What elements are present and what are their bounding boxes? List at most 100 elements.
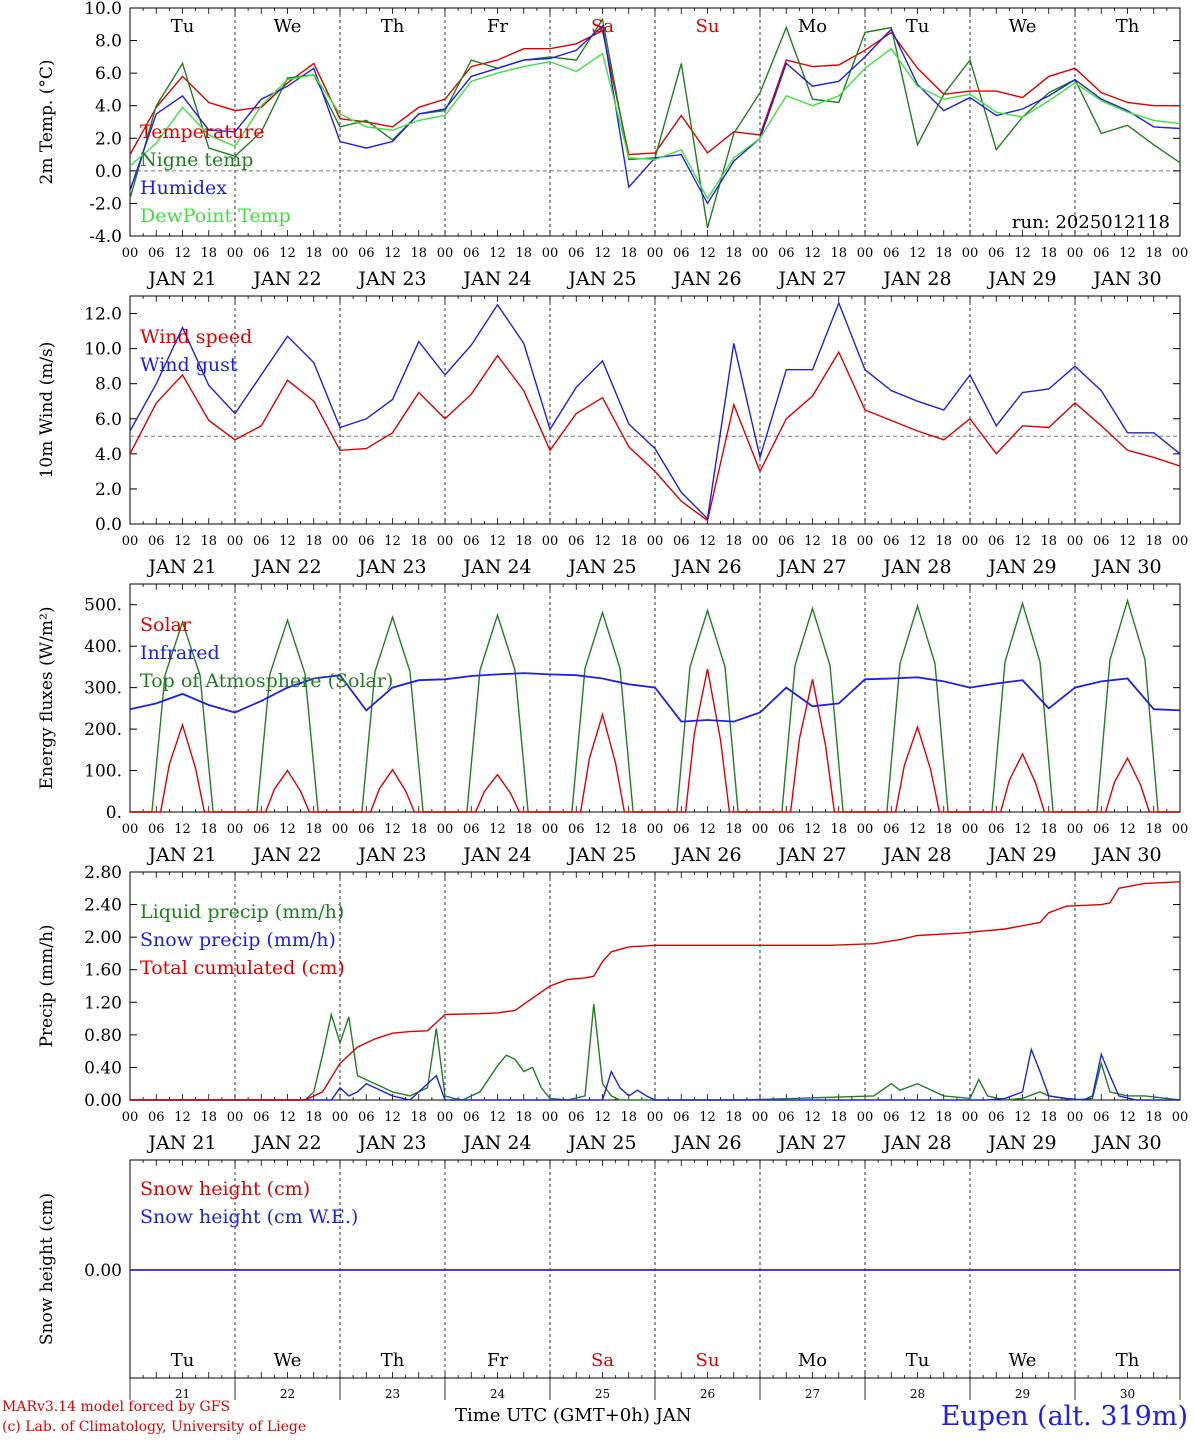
x-hour-label: 18 xyxy=(935,1110,952,1125)
x-hour-label: 18 xyxy=(620,534,637,549)
x-hour-label: 18 xyxy=(725,246,742,261)
x-date-label: JAN 27 xyxy=(776,844,846,866)
x-hour-label: 06 xyxy=(673,1110,690,1125)
x-hour-label: 18 xyxy=(620,246,637,261)
day-of-week-label: We xyxy=(274,16,302,37)
y-tick-label: 300. xyxy=(84,679,122,699)
x-date-label: JAN 30 xyxy=(1091,1132,1161,1154)
x-hour-label: 06 xyxy=(148,534,165,549)
series-line-1 xyxy=(130,668,1180,813)
x-hour-label: 00 xyxy=(542,822,559,837)
y-axis-label: 2m Temp. (°C) xyxy=(37,59,57,184)
x-hour-label: 00 xyxy=(647,534,664,549)
x-hour-label: 18 xyxy=(1145,534,1162,549)
x-hour-label: 12 xyxy=(489,822,506,837)
legend-entry: Nigne temp xyxy=(140,149,253,171)
x-date-label: JAN 21 xyxy=(146,1132,216,1154)
x-date-label: JAN 27 xyxy=(776,268,846,290)
day-number-label: 21 xyxy=(175,1387,190,1400)
x-hour-label: 06 xyxy=(253,246,270,261)
legend-entry: Infrared xyxy=(140,642,220,664)
x-hour-label: 00 xyxy=(1067,1110,1084,1125)
x-hour-label: 18 xyxy=(410,534,427,549)
x-hour-label: 12 xyxy=(384,246,401,261)
x-hour-label: 00 xyxy=(1067,246,1084,261)
y-tick-label: 2.40 xyxy=(84,896,122,916)
y-tick-label: 4.0 xyxy=(95,97,122,117)
y-tick-label: 8.0 xyxy=(95,32,122,52)
x-hour-label: 18 xyxy=(410,246,427,261)
x-date-label: JAN 23 xyxy=(356,556,426,578)
x-hour-label: 00 xyxy=(1067,822,1084,837)
series-line-3 xyxy=(130,881,1181,1101)
x-hour-label: 12 xyxy=(279,1110,296,1125)
y-tick-label: 400. xyxy=(84,637,122,657)
x-date-label: JAN 21 xyxy=(146,844,216,866)
x-hour-label: 12 xyxy=(1014,1110,1031,1125)
y-tick-label: 10.0 xyxy=(84,340,122,360)
x-hour-label: 12 xyxy=(384,822,401,837)
x-hour-label: 18 xyxy=(935,822,952,837)
x-hour-label: 12 xyxy=(174,534,191,549)
x-hour-label: 06 xyxy=(1093,822,1110,837)
legend-entry: Snow height (cm) xyxy=(140,1178,310,1200)
x-hour-label: 18 xyxy=(830,822,847,837)
y-tick-label: 2.0 xyxy=(95,129,122,149)
x-hour-label: 06 xyxy=(778,822,795,837)
x-hour-label: 12 xyxy=(1014,822,1031,837)
x-hour-label: 00 xyxy=(647,822,664,837)
x-date-label: JAN 23 xyxy=(356,1132,426,1154)
x-hour-label: 12 xyxy=(174,246,191,261)
model-credit: MARv3.14 model forced by GFS xyxy=(2,1399,231,1415)
x-hour-label: 18 xyxy=(1040,822,1057,837)
x-date-label: JAN 21 xyxy=(146,556,216,578)
day-of-week-label: Tu xyxy=(171,16,195,37)
x-hour-label: 00 xyxy=(1172,246,1189,261)
x-date-label: JAN 22 xyxy=(251,268,321,290)
day-of-week-label: Th xyxy=(1116,1350,1140,1371)
day-of-week-label: Sa xyxy=(591,1350,614,1371)
series-line-1 xyxy=(129,350,1181,522)
panel-1: -4.0 -2.0 0.0 2.0 4.0 6.0 8.0 10.0 2m Temp. (°C)… xyxy=(37,0,1188,290)
x-date-label: JAN 21 xyxy=(146,268,216,290)
x-hour-label: 06 xyxy=(253,1110,270,1125)
day-of-week-label: Th xyxy=(1116,16,1140,37)
y-tick-label: 100. xyxy=(84,762,122,782)
x-hour-label: 00 xyxy=(752,246,769,261)
day-number-label: 26 xyxy=(700,1387,715,1400)
panel-4: 0.00 0.40 0.80 1.20 1.60 2.00 2.40 2.80 Precip (… xyxy=(37,863,1188,1154)
x-hour-label: 12 xyxy=(594,1110,611,1125)
x-hour-label: 12 xyxy=(279,246,296,261)
x-hour-label: 00 xyxy=(857,246,874,261)
y-tick-label: 8.0 xyxy=(95,375,122,395)
x-hour-label: 00 xyxy=(437,246,454,261)
x-hour-label: 06 xyxy=(1093,246,1110,261)
x-date-label: JAN 28 xyxy=(881,268,951,290)
x-hour-label: 18 xyxy=(725,534,742,549)
x-hour-label: 18 xyxy=(515,822,532,837)
x-hour-label: 06 xyxy=(463,822,480,837)
series-line-4 xyxy=(129,47,1181,200)
x-hour-label: 12 xyxy=(699,246,716,261)
legend-entry: Snow precip (mm/h) xyxy=(140,929,336,951)
x-hour-label: 06 xyxy=(988,1110,1005,1125)
day-of-week-label: We xyxy=(1009,16,1037,37)
x-hour-label: 06 xyxy=(1093,1110,1110,1125)
x-date-label: JAN 24 xyxy=(461,268,531,290)
x-hour-label: 06 xyxy=(568,534,585,549)
x-hour-label: 00 xyxy=(1172,1110,1189,1125)
legend-entry: Total cumulated (cm) xyxy=(140,957,345,979)
y-tick-label: 0.0 xyxy=(95,162,122,182)
y-tick-label: 0.40 xyxy=(84,1058,122,1078)
x-hour-label: 00 xyxy=(962,1110,979,1125)
x-hour-label: 00 xyxy=(227,534,244,549)
x-hour-label: 12 xyxy=(699,534,716,549)
x-date-label: JAN 26 xyxy=(671,268,741,290)
x-hour-label: 00 xyxy=(122,534,139,549)
x-hour-label: 12 xyxy=(699,1110,716,1125)
x-hour-label: 00 xyxy=(962,246,979,261)
day-of-week-label: We xyxy=(274,1350,302,1371)
series-line-1 xyxy=(129,29,1180,156)
x-hour-label: 12 xyxy=(489,246,506,261)
x-hour-label: 00 xyxy=(857,534,874,549)
